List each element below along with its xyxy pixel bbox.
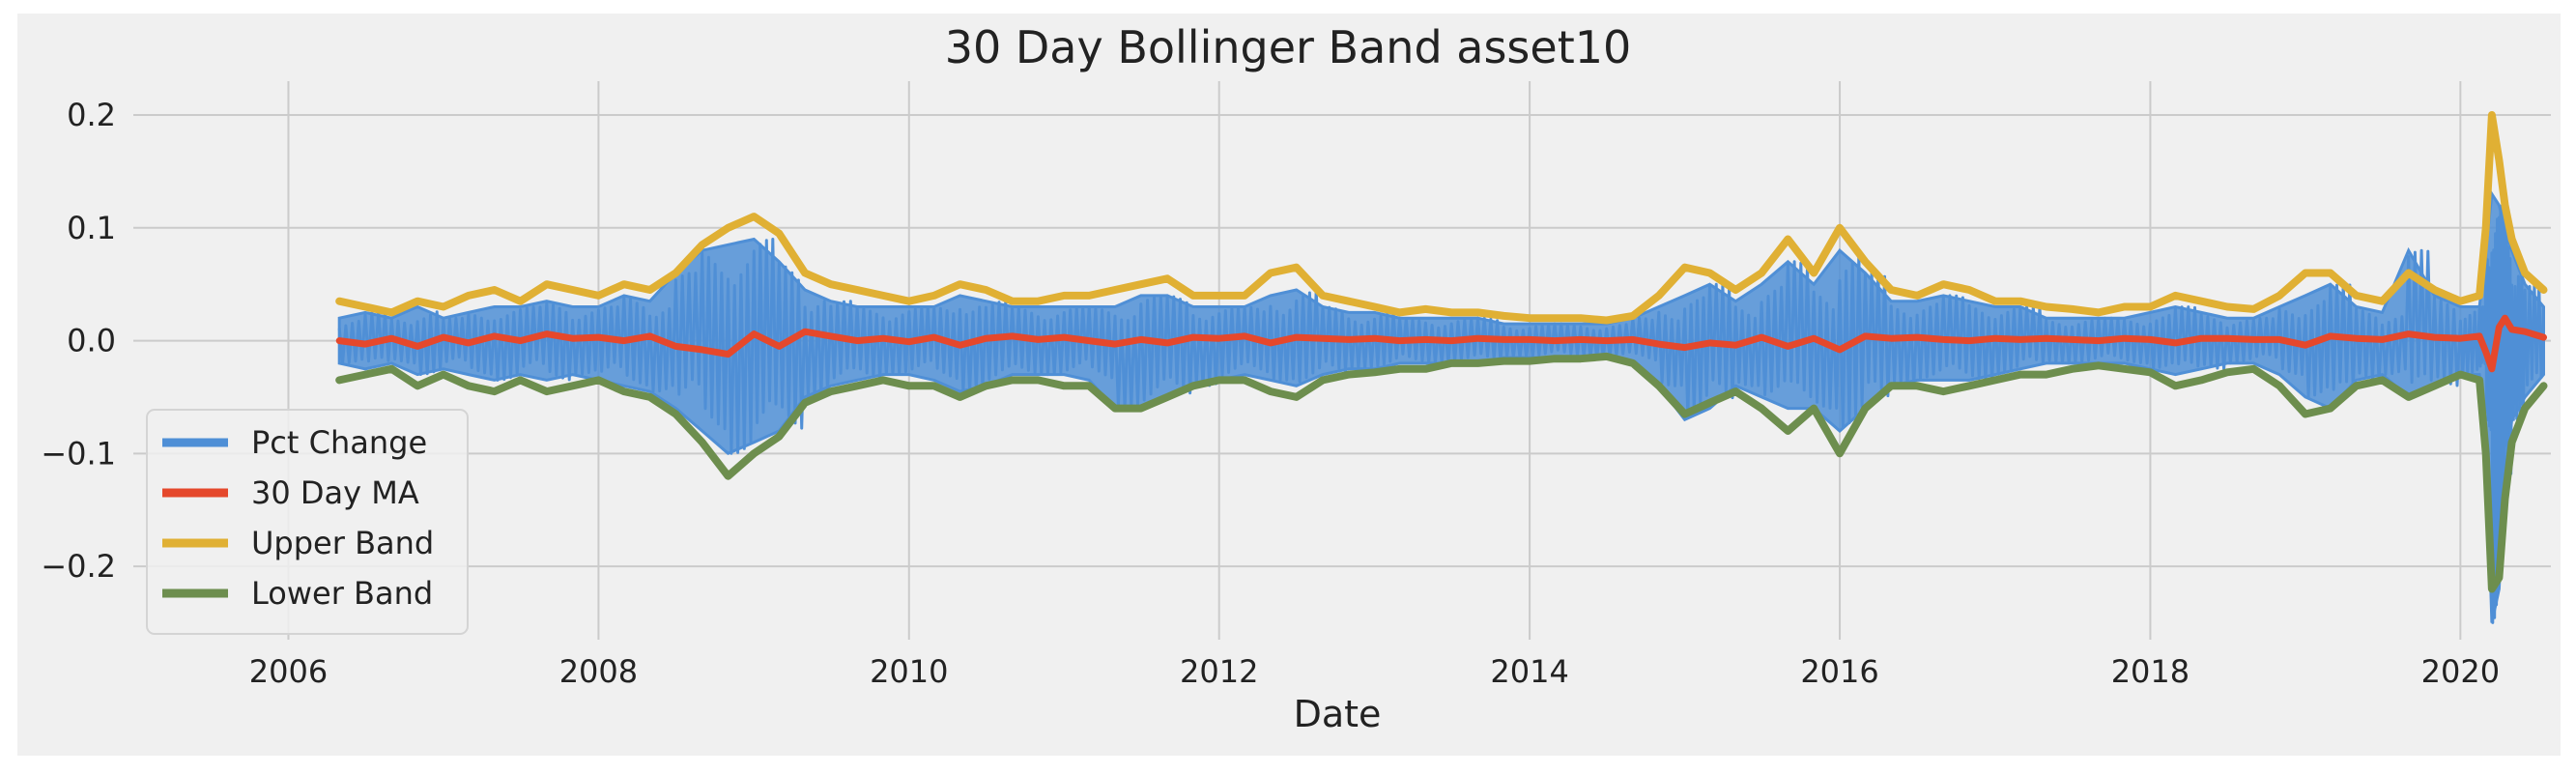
x-tick-label: 2016 — [1800, 653, 1878, 690]
y-tick-label: 0.1 — [67, 210, 116, 246]
x-tick-label: 2014 — [1490, 653, 1568, 690]
legend-label: Upper Band — [251, 525, 434, 561]
x-tick-label: 2008 — [559, 653, 638, 690]
y-tick-labels: 0.2 0.1 0.0 −0.1 −0.2 — [41, 97, 116, 585]
legend: Pct Change 30 Day MA Upper Band Lower Band — [146, 409, 469, 635]
y-tick-label: −0.1 — [41, 435, 116, 472]
series-1 — [335, 314, 2547, 373]
y-tick-label: 0.0 — [67, 323, 116, 359]
y-tick-label: −0.2 — [41, 548, 116, 585]
series-line — [335, 111, 2548, 325]
series-2 — [335, 111, 2548, 325]
x-axis-label: Date — [1294, 693, 1382, 735]
legend-label: Pct Change — [251, 424, 427, 461]
x-tick-label: 2020 — [2421, 653, 2500, 690]
legend-label: Lower Band — [251, 575, 433, 612]
legend-box — [146, 409, 469, 635]
x-tick-label: 2006 — [249, 653, 328, 690]
x-tick-label: 2018 — [2111, 653, 2190, 690]
x-tick-labels: 2006 2008 2010 2012 2014 2016 2018 2020 — [249, 653, 2500, 690]
x-tick-label: 2010 — [870, 653, 948, 690]
chart-title: 30 Day Bollinger Band asset10 — [945, 21, 1632, 73]
series-line — [335, 314, 2547, 373]
y-tick-label: 0.2 — [67, 97, 116, 133]
x-tick-label: 2012 — [1180, 653, 1258, 690]
series-layer — [335, 111, 2548, 624]
legend-label: 30 Day MA — [251, 474, 419, 511]
series-3 — [335, 352, 2548, 593]
series-line — [335, 352, 2548, 593]
